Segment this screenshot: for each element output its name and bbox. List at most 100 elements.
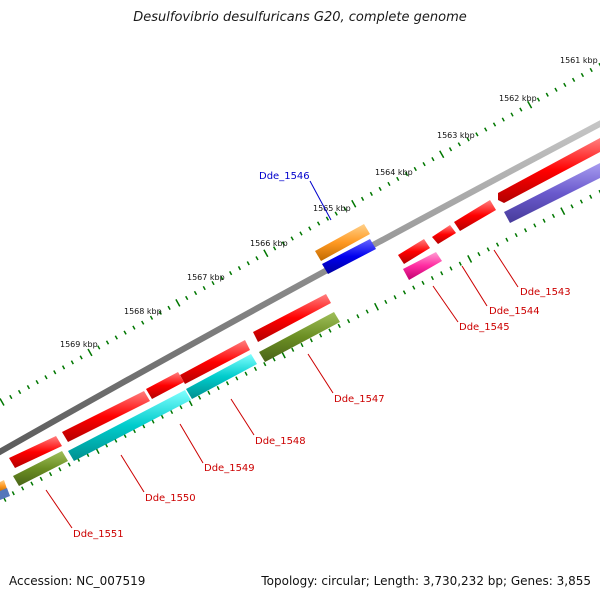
gene-label-dde-1548[interactable]: Dde_1548 <box>255 436 306 447</box>
gene-feature-dde-1549[interactable] <box>146 372 184 399</box>
leader-dde-1550 <box>120 454 145 493</box>
tick-label-1569: 1569 kbp <box>60 340 98 349</box>
outer-tick-mark <box>422 162 426 167</box>
inner-tick-mark <box>253 366 258 372</box>
inner-tick-mark <box>216 385 220 391</box>
outer-tick-mark <box>220 276 224 281</box>
leader-dde-1547 <box>307 353 334 394</box>
inner-tick-mark <box>151 419 155 424</box>
inner-tick-mark <box>132 428 136 434</box>
gene-feature-dde-1546-orange[interactable] <box>315 224 370 261</box>
outer-tick-mark <box>554 87 558 92</box>
inner-tick-mark <box>67 462 71 467</box>
inner-tick-mark <box>486 247 490 252</box>
leader-dde-1546 <box>309 180 332 221</box>
tick-label-1565: 1565 kbp <box>313 204 351 213</box>
outer-tick-mark <box>439 150 445 159</box>
outer-tick-mark <box>431 157 435 162</box>
outer-tick-mark <box>290 236 294 241</box>
outer-tick-mark <box>387 181 391 187</box>
accession-text: Accession: NC_007519 <box>9 574 146 588</box>
outer-tick-mark <box>105 340 110 345</box>
gene-feature-dde-1548[interactable] <box>180 340 250 384</box>
genome-summary-text: Topology: circular; Length: 3,730,232 bp… <box>261 574 591 588</box>
gene-feature-dde-1546-blue[interactable] <box>322 239 376 274</box>
inner-tick-mark <box>58 467 62 472</box>
tick-labels: 1561 kbp 1562 kbp 1563 kbp 1564 kbp 1565… <box>60 56 598 349</box>
outer-tick-mark <box>545 92 549 97</box>
inner-tick-mark <box>207 390 211 395</box>
outer-tick-mark <box>351 199 357 208</box>
gene-label-dde-1549[interactable]: Dde_1549 <box>204 463 255 474</box>
gene-feature-dde-1550[interactable] <box>62 391 150 442</box>
gene-feature-cyan-1548[interactable] <box>186 354 257 399</box>
inner-tick-mark <box>542 218 546 223</box>
inner-tick-mark <box>560 207 566 216</box>
label-leader-lines <box>45 180 519 529</box>
gene-label-dde-1547[interactable]: Dde_1547 <box>334 394 385 405</box>
inner-tick-mark <box>160 414 164 419</box>
gene-label-dde-1543[interactable]: Dde_1543 <box>520 287 571 298</box>
inner-tick-mark <box>505 237 509 242</box>
gene-feature-dde-1543[interactable] <box>454 200 496 231</box>
gene-feature-green-1547[interactable] <box>259 312 340 362</box>
outer-tick-mark <box>26 385 31 390</box>
gene-label-dde-1551[interactable]: Dde_1551 <box>73 529 124 540</box>
outer-tick-mark <box>510 112 514 117</box>
outer-tick-mark <box>475 132 479 137</box>
inner-tick-mark <box>225 381 230 386</box>
inner-tick-mark <box>319 333 323 338</box>
gene-feature-dde-1543-region[interactable] <box>498 138 600 203</box>
inner-tick-mark <box>346 318 351 324</box>
outer-tick-mark <box>457 142 461 147</box>
leader-dde-1543 <box>493 249 519 288</box>
outer-tick-mark <box>123 330 127 335</box>
leader-dde-1548 <box>230 398 255 436</box>
outer-tick-mark <box>571 77 576 82</box>
outer-tick-mark <box>598 62 600 67</box>
tick-label-1563: 1563 kbp <box>437 131 475 140</box>
inner-tick-mark <box>244 371 248 376</box>
gene-feature-dde-1545-top[interactable] <box>398 239 430 264</box>
inner-tick-mark <box>495 242 500 247</box>
inner-tick-mark <box>449 266 453 271</box>
reverse-strand-features <box>0 163 600 500</box>
outer-tick-mark <box>132 325 136 330</box>
inner-tick-mark <box>263 361 267 367</box>
gene-feature-dde-1551[interactable] <box>9 436 62 468</box>
gene-label-dde-1544[interactable]: Dde_1544 <box>489 306 540 317</box>
outer-tick-mark <box>17 389 22 395</box>
inner-tick-mark <box>421 280 425 285</box>
outer-tick-mark <box>316 221 321 226</box>
outer-tick-mark <box>70 360 74 365</box>
gene-label-dde-1545[interactable]: Dde_1545 <box>459 322 510 333</box>
gene-feature-dde-1547[interactable] <box>253 294 331 342</box>
gene-feature-purple[interactable] <box>504 163 600 223</box>
outer-tick-mark <box>519 107 523 112</box>
gene-feature-blue-edge[interactable] <box>0 488 10 500</box>
inner-tick-mark <box>197 395 202 400</box>
outer-tick-mark <box>404 171 409 177</box>
gene-feature-cyan-1549[interactable] <box>68 390 191 461</box>
outer-tick-mark <box>580 72 585 78</box>
inner-tick-mark <box>142 424 146 429</box>
gene-label-dde-1546[interactable]: Dde_1546 <box>259 171 310 182</box>
gene-feature-pink[interactable] <box>403 252 442 280</box>
inner-tick-mark <box>523 228 528 233</box>
leader-dde-1551 <box>45 489 73 529</box>
outer-tick-mark <box>263 249 269 258</box>
outer-tick-mark <box>343 206 347 211</box>
inner-tick-mark <box>458 261 462 266</box>
outer-tick-mark <box>141 320 145 325</box>
outer-tick-mark <box>53 370 57 375</box>
gene-feature-green-1551[interactable] <box>13 451 68 486</box>
inner-tick-mark <box>551 213 556 219</box>
gene-label-dde-1550[interactable]: Dde_1550 <box>145 493 196 504</box>
inner-tick-mark <box>309 338 313 343</box>
leader-dde-1545 <box>432 285 459 323</box>
outer-tick-mark <box>484 127 488 132</box>
outer-tick-mark <box>167 305 171 310</box>
gene-feature-dde-1544[interactable] <box>432 225 456 244</box>
inner-tick-mark <box>402 290 407 295</box>
inner-tick-mark <box>598 189 600 194</box>
